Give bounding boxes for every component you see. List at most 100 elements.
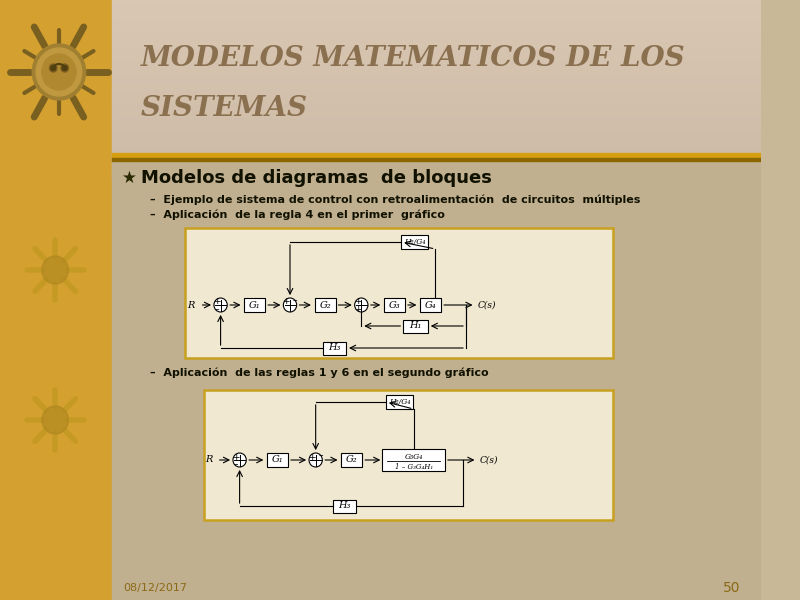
Text: –  Ejemplo de sistema de control con retroalimentación  de circuitos  múltiples: – Ejemplo de sistema de control con retr… (150, 195, 641, 205)
Bar (112, 176, 761, 177)
Bar (112, 148, 761, 149)
Bar (112, 105, 761, 106)
Bar (112, 65, 761, 66)
Bar (112, 110, 761, 111)
Bar (112, 158, 761, 161)
Bar (112, 78, 761, 79)
Bar (112, 147, 761, 148)
Bar (112, 34, 761, 35)
Bar (112, 163, 761, 164)
Bar (112, 39, 761, 40)
Bar (112, 124, 761, 125)
Bar (112, 88, 761, 89)
Text: R: R (187, 301, 195, 310)
Bar (112, 37, 761, 38)
Text: H₂/G₄: H₂/G₄ (389, 398, 410, 406)
Bar (112, 169, 761, 170)
Bar (112, 106, 761, 107)
Bar (112, 24, 761, 25)
Bar (112, 143, 761, 144)
Bar (323, 341, 346, 355)
Bar (112, 7, 761, 8)
Bar (112, 50, 761, 51)
Bar (112, 84, 761, 85)
Circle shape (50, 64, 57, 72)
Bar (112, 92, 761, 93)
Bar (112, 130, 761, 131)
Bar (333, 499, 356, 512)
Bar (112, 144, 761, 145)
Bar (267, 453, 288, 467)
Bar (112, 173, 761, 174)
Bar (112, 5, 761, 6)
Bar (112, 49, 761, 50)
Bar (112, 80, 761, 81)
Bar (112, 98, 761, 99)
Bar (112, 146, 761, 147)
Circle shape (214, 298, 227, 312)
Bar (112, 107, 761, 108)
Bar (112, 161, 761, 162)
Bar (186, 228, 614, 358)
Bar (384, 298, 405, 312)
Bar (112, 133, 761, 134)
Bar (112, 19, 761, 20)
Bar (112, 159, 761, 160)
Bar (112, 111, 761, 112)
Bar (112, 31, 761, 32)
Bar (112, 17, 761, 18)
Bar (112, 117, 761, 118)
Bar (112, 141, 761, 142)
Bar (402, 235, 428, 249)
Bar (112, 87, 761, 88)
Bar (112, 120, 761, 121)
Bar (112, 93, 761, 94)
Text: –: – (214, 305, 219, 314)
Bar (112, 33, 761, 34)
Bar (112, 70, 761, 71)
Bar (112, 175, 761, 176)
Bar (112, 46, 761, 47)
Bar (112, 42, 761, 43)
Circle shape (61, 64, 69, 72)
Text: +: + (232, 452, 239, 461)
Bar (112, 54, 761, 55)
Bar (112, 59, 761, 60)
Text: +: + (213, 298, 221, 307)
Circle shape (42, 256, 69, 284)
Bar (112, 1, 761, 2)
Text: R: R (205, 455, 212, 464)
Bar (112, 126, 761, 127)
Text: 50: 50 (722, 581, 740, 595)
Bar (112, 62, 761, 63)
Bar (112, 55, 761, 56)
Bar (112, 69, 761, 70)
Bar (112, 167, 761, 168)
Bar (112, 43, 761, 44)
Bar (112, 128, 761, 129)
Bar (0, 0, 112, 600)
Bar (112, 52, 761, 53)
Text: –: – (318, 451, 322, 461)
Bar (112, 38, 761, 39)
Circle shape (42, 406, 69, 434)
Bar (112, 160, 761, 161)
Bar (112, 85, 761, 86)
Bar (112, 20, 761, 21)
Bar (112, 114, 761, 115)
Bar (112, 16, 761, 17)
Bar (112, 137, 761, 138)
Bar (112, 89, 761, 90)
Bar (403, 319, 428, 332)
Bar (112, 6, 761, 7)
Bar (112, 58, 761, 59)
Bar (112, 96, 761, 97)
Bar (112, 153, 761, 160)
Bar (112, 82, 761, 83)
Bar (112, 10, 761, 11)
Text: ★: ★ (122, 169, 137, 187)
Bar (112, 75, 761, 76)
Text: Modelos de diagramas  de bloques: Modelos de diagramas de bloques (141, 169, 491, 187)
Bar (112, 112, 761, 113)
Bar (112, 108, 761, 109)
